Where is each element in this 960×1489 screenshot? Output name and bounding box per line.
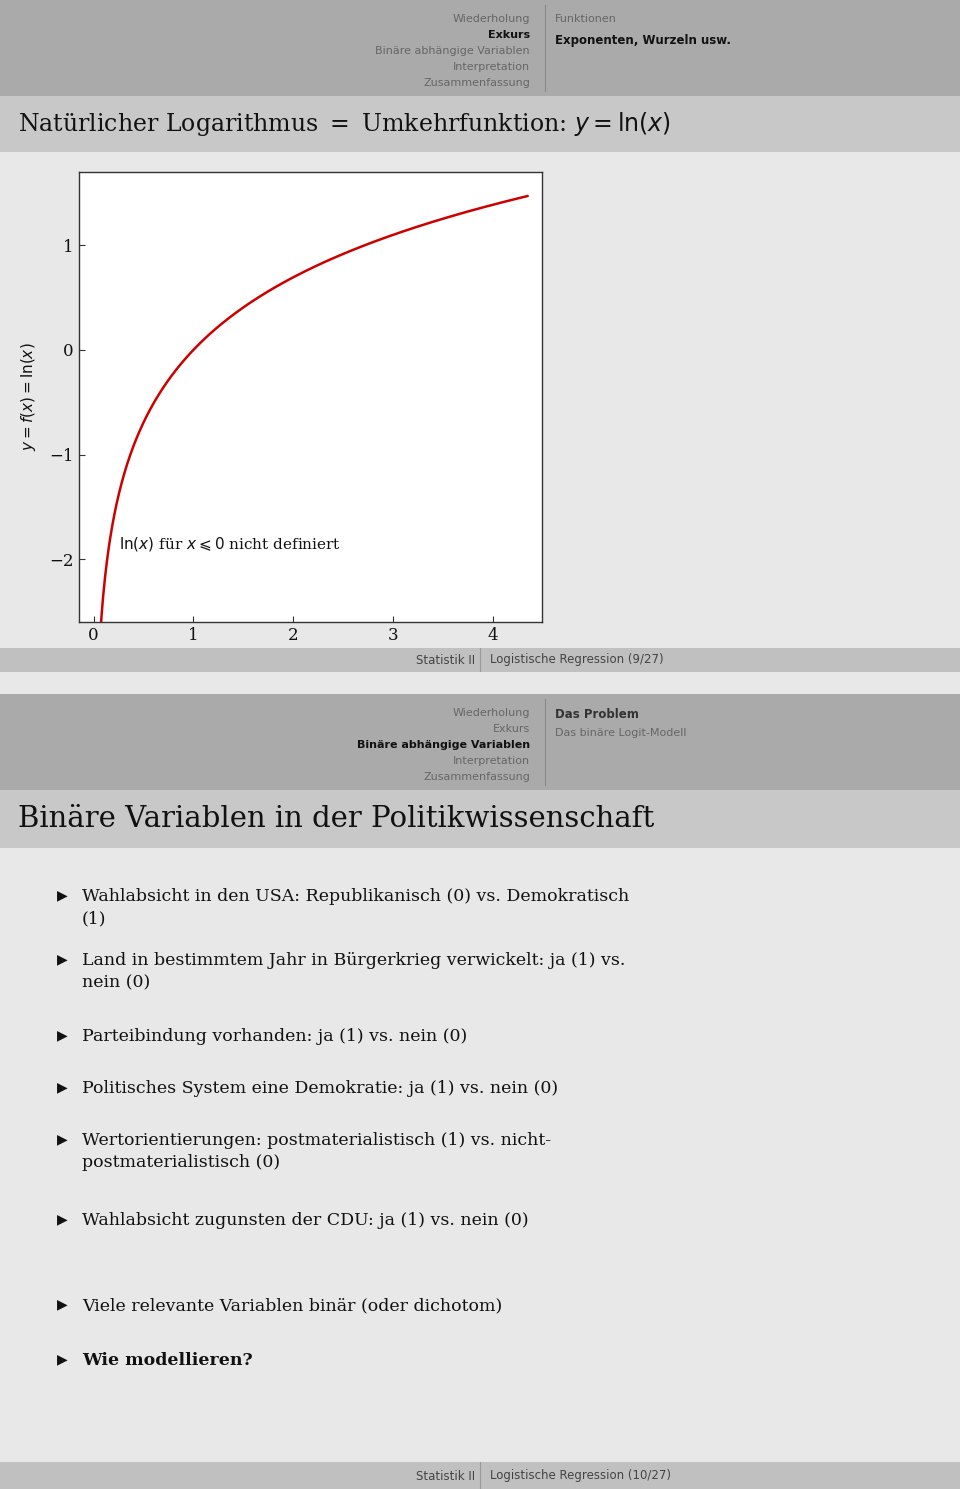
Text: Parteibindung vorhanden: ja (1) vs. nein (0): Parteibindung vorhanden: ja (1) vs. nein… — [82, 1027, 468, 1045]
Text: postmaterialistisch (0): postmaterialistisch (0) — [82, 1154, 280, 1170]
Text: Wertorientierungen: postmaterialistisch (1) vs. nicht-: Wertorientierungen: postmaterialistisch … — [82, 1132, 551, 1150]
Text: Zusammenfassung: Zusammenfassung — [423, 77, 530, 88]
Text: Interpretation: Interpretation — [453, 756, 530, 765]
Text: Zusammenfassung: Zusammenfassung — [423, 771, 530, 782]
Text: Logistische Regression (9/27): Logistische Regression (9/27) — [490, 654, 663, 667]
Text: Wiederholung: Wiederholung — [452, 13, 530, 24]
Text: Statistik II: Statistik II — [416, 654, 475, 667]
Text: ▶: ▶ — [57, 887, 67, 902]
Text: Natürlicher Logarithmus $=$ Umkehrfunktion: $y = \ln(x)$: Natürlicher Logarithmus $=$ Umkehrfunkti… — [18, 110, 671, 138]
Text: ▶: ▶ — [57, 1352, 67, 1365]
Text: ▶: ▶ — [57, 1212, 67, 1225]
Text: ▶: ▶ — [57, 1027, 67, 1042]
Text: ▶: ▶ — [57, 951, 67, 966]
Text: Funktionen: Funktionen — [555, 13, 617, 24]
Text: $\ln(x)$ für $x \leqslant 0$ nicht definiert: $\ln(x)$ für $x \leqslant 0$ nicht defin… — [119, 535, 341, 552]
Text: Politisches System eine Demokratie: ja (1) vs. nein (0): Politisches System eine Demokratie: ja (… — [82, 1080, 558, 1097]
Text: Wahlabsicht in den USA: Republikanisch (0) vs. Demokratisch: Wahlabsicht in den USA: Republikanisch (… — [82, 887, 629, 905]
Text: Wahlabsicht zugunsten der CDU: ja (1) vs. nein (0): Wahlabsicht zugunsten der CDU: ja (1) vs… — [82, 1212, 529, 1228]
Text: (1): (1) — [82, 910, 107, 928]
Text: Das binäre Logit-Modell: Das binäre Logit-Modell — [555, 728, 686, 739]
Text: Exkurs: Exkurs — [492, 724, 530, 734]
Text: Exkurs: Exkurs — [488, 30, 530, 40]
Text: Wiederholung: Wiederholung — [452, 707, 530, 718]
Text: Viele relevante Variablen binär (oder dichotom): Viele relevante Variablen binär (oder di… — [82, 1297, 502, 1313]
Text: nein (0): nein (0) — [82, 974, 151, 992]
Text: Land in bestimmtem Jahr in Bürgerkrieg verwickelt: ja (1) vs.: Land in bestimmtem Jahr in Bürgerkrieg v… — [82, 951, 625, 969]
Text: Logistische Regression (10/27): Logistische Regression (10/27) — [490, 1470, 671, 1483]
Y-axis label: $y = f(x) = \ln(x)$: $y = f(x) = \ln(x)$ — [19, 342, 38, 451]
Text: ▶: ▶ — [57, 1080, 67, 1094]
Text: Binäre Variablen in der Politikwissenschaft: Binäre Variablen in der Politikwissensch… — [18, 806, 655, 832]
X-axis label: $x$: $x$ — [304, 651, 317, 669]
Text: Binäre abhängige Variablen: Binäre abhängige Variablen — [357, 740, 530, 750]
Text: Statistik II: Statistik II — [416, 1470, 475, 1483]
Text: ▶: ▶ — [57, 1297, 67, 1310]
Text: Interpretation: Interpretation — [453, 63, 530, 71]
Text: Wie modellieren?: Wie modellieren? — [82, 1352, 252, 1368]
Text: Binäre abhängige Variablen: Binäre abhängige Variablen — [375, 46, 530, 57]
Text: Exponenten, Wurzeln usw.: Exponenten, Wurzeln usw. — [555, 34, 731, 48]
Text: Das Problem: Das Problem — [555, 707, 638, 721]
Text: ▶: ▶ — [57, 1132, 67, 1147]
